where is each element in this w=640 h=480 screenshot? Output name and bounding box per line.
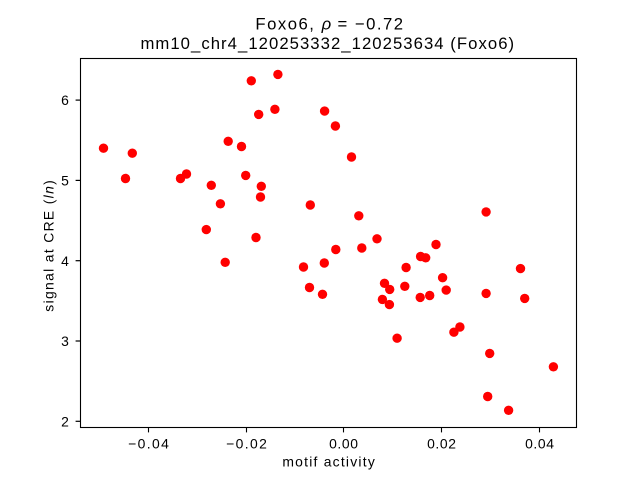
svg-text:mm10_chr4_120253332_120253634: mm10_chr4_120253332_120253634 (Foxo6): [140, 34, 515, 53]
svg-text:0.04: 0.04: [525, 435, 554, 451]
svg-text:6: 6: [61, 92, 69, 108]
svg-text:5: 5: [61, 173, 69, 189]
svg-text:Foxo6, ρ = −0.72: Foxo6, ρ = −0.72: [255, 15, 404, 34]
svg-text:−0.02: −0.02: [226, 435, 268, 451]
svg-text:2: 2: [61, 413, 69, 429]
svg-text:4: 4: [61, 253, 69, 269]
svg-text:motif activity: motif activity: [282, 454, 376, 470]
svg-text:3: 3: [61, 333, 69, 349]
svg-text:signal at CRE (ln): signal at CRE (ln): [40, 179, 56, 312]
svg-text:0.00: 0.00: [329, 435, 358, 451]
svg-text:−0.04: −0.04: [128, 435, 170, 451]
svg-text:0.02: 0.02: [427, 435, 456, 451]
